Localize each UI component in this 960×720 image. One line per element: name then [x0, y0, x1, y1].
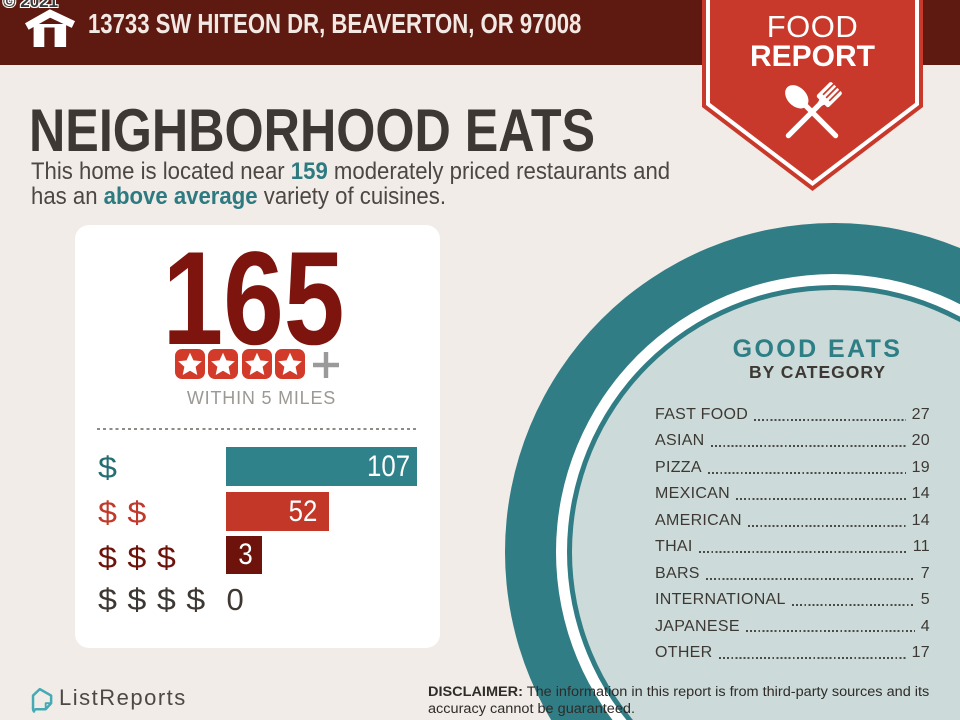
svg-text:REPORT: REPORT: [750, 40, 875, 73]
svg-text:FOOD: FOOD: [767, 9, 859, 44]
